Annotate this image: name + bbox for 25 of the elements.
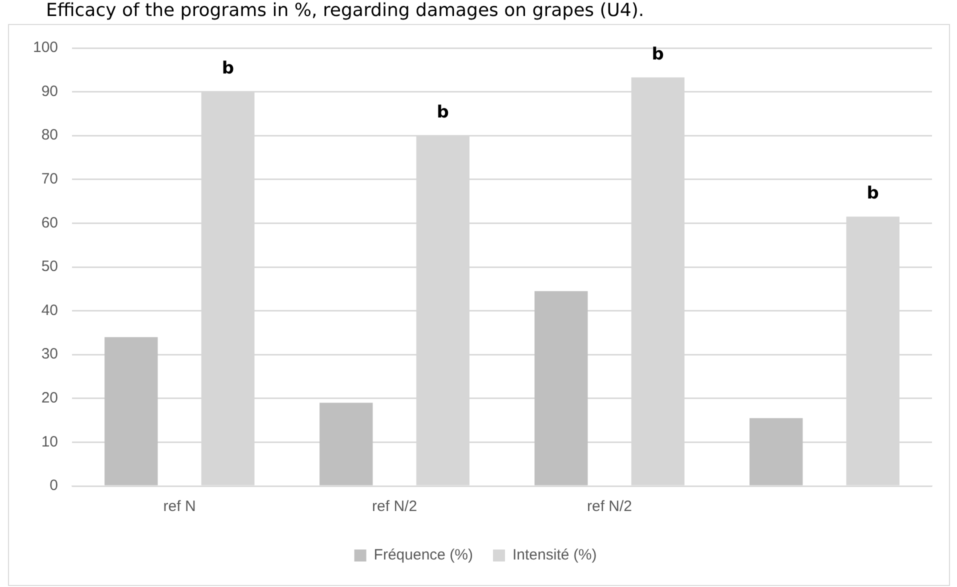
bar xyxy=(320,402,373,486)
y-tick-label: 80 xyxy=(41,126,58,144)
y-tick-label: 90 xyxy=(41,82,58,100)
annotation: b xyxy=(652,44,664,64)
legend-label: Fréquence (%) xyxy=(374,546,474,564)
annotation: b xyxy=(436,102,449,123)
y-tick-label: 10 xyxy=(41,433,58,450)
x-tick-label: ref N/2 xyxy=(372,498,418,516)
y-tick-label: 70 xyxy=(41,170,58,188)
x-tick-label: ref N xyxy=(163,498,196,516)
bar xyxy=(750,418,803,486)
bar xyxy=(534,291,588,486)
y-tick-label: 20 xyxy=(41,390,58,407)
legend-label: Intensité (%) xyxy=(512,546,597,564)
x-tick-label: ref N/2 xyxy=(587,498,632,516)
y-tick-label: 100 xyxy=(32,39,58,56)
annotation: b xyxy=(222,58,234,79)
y-tick-label: 50 xyxy=(41,258,58,276)
chart-title: Efficacy of the programs in %, regarding damages on grapes (U4). xyxy=(46,0,644,22)
y-tick-label: 30 xyxy=(41,346,58,363)
y-tick-label: 40 xyxy=(41,302,58,319)
bar xyxy=(104,337,158,486)
annotation: b xyxy=(866,184,879,204)
y-tick-label: 0 xyxy=(50,477,58,494)
y-tick-label: 60 xyxy=(41,214,58,232)
